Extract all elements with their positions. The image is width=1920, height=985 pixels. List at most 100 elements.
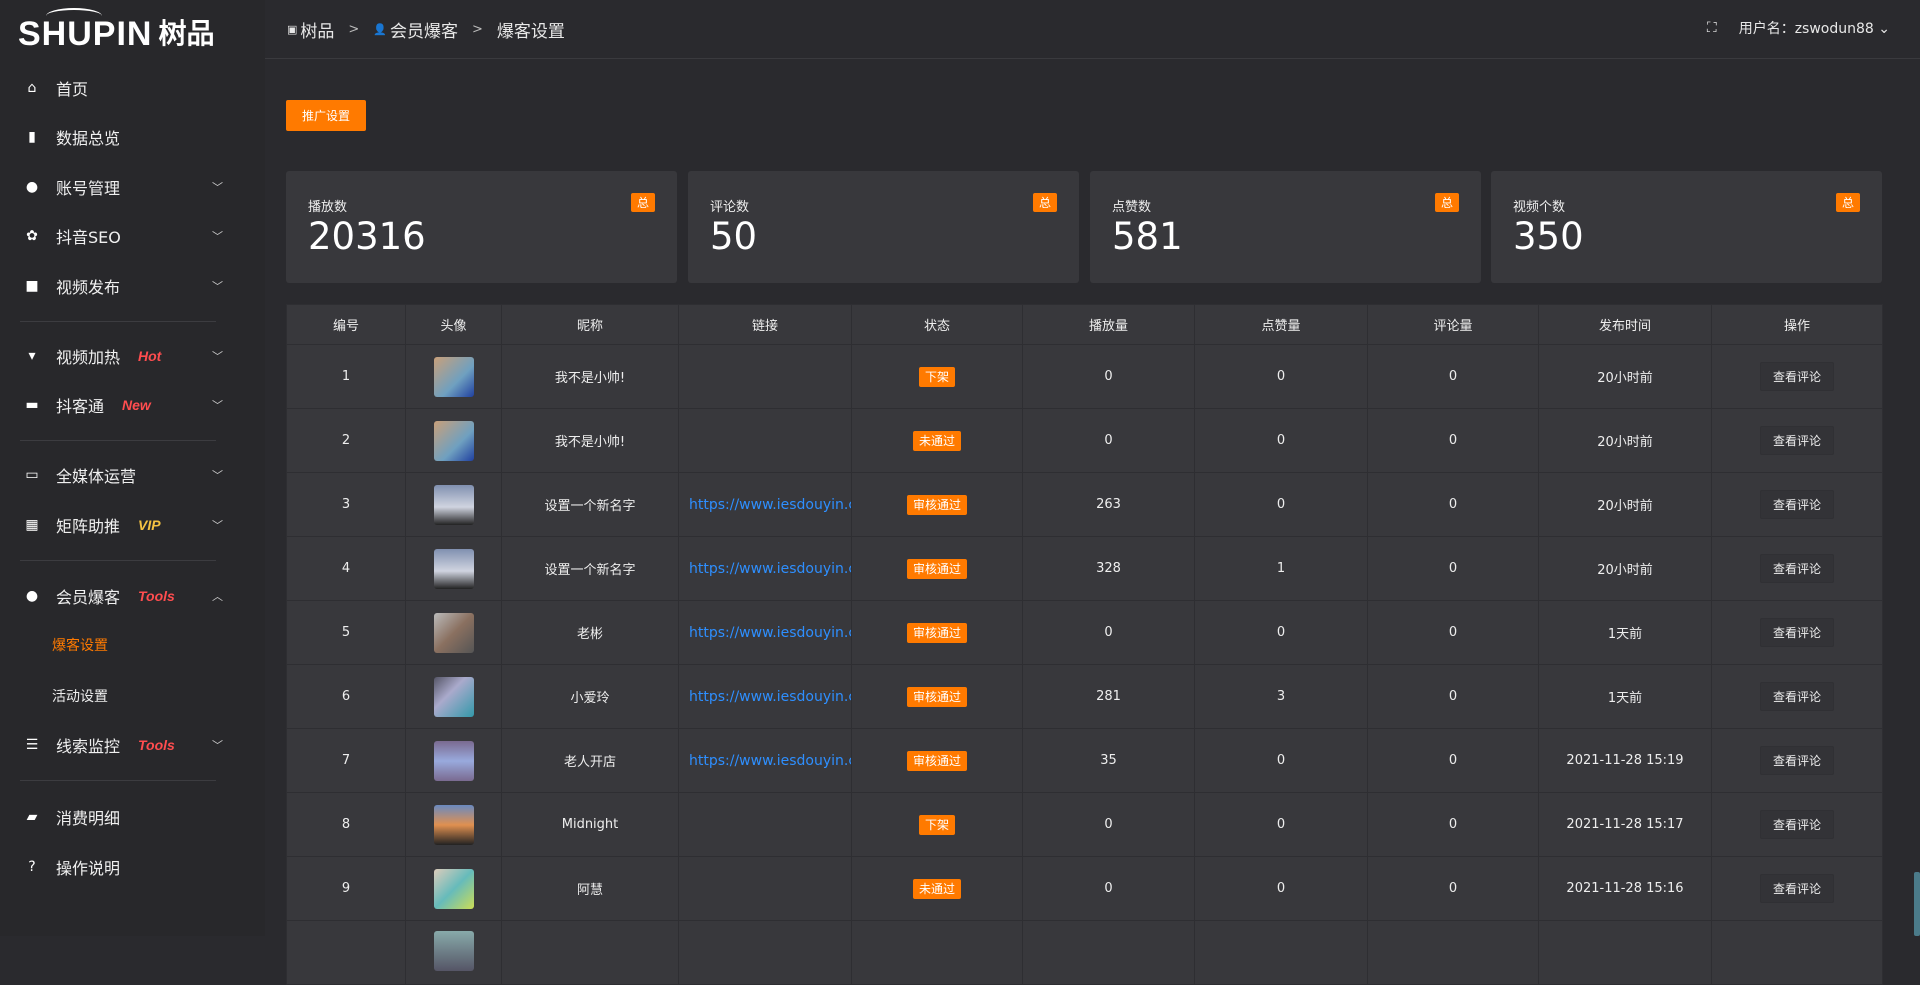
video-link[interactable]: https://www.iesdouyin.c bbox=[689, 496, 851, 513]
status-badge: 下架 bbox=[918, 367, 955, 387]
status-badge: 下架 bbox=[918, 815, 955, 835]
sidebar-item-label: 抖客通 bbox=[56, 397, 105, 416]
divider bbox=[20, 321, 216, 322]
row-id: 5 bbox=[286, 600, 406, 665]
publish-time: 20小时前 bbox=[1538, 536, 1712, 601]
sidebar-item[interactable]: ✿ 抖音SEO ﹀ bbox=[0, 216, 265, 256]
sidebar-item-label: 数据总览 bbox=[56, 129, 121, 148]
sidebar-item[interactable]: ▮ 数据总览 bbox=[0, 117, 265, 157]
stat-label: 视频个数 bbox=[1513, 200, 1566, 215]
sidebar-item-label: 全媒体运营 bbox=[56, 467, 137, 486]
comments: 0 bbox=[1367, 728, 1539, 793]
video-link[interactable]: https://www.iesdouyin.c bbox=[689, 624, 851, 641]
nickname: 设置一个新名字 bbox=[501, 536, 679, 601]
column-header: 编号 bbox=[286, 304, 406, 345]
chevron-down-icon: ﹀ bbox=[212, 739, 223, 752]
total-badge: 总 bbox=[1434, 193, 1459, 212]
table-row: 9 阿慧 未通过 0 0 0 2021-11-28 15:16 查看评论 bbox=[286, 856, 1883, 921]
view-comments-button[interactable]: 查看评论 bbox=[1759, 426, 1834, 455]
sidebar-item[interactable]: ? 操作说明 bbox=[0, 847, 265, 887]
stat-card: 评论数 50 总 bbox=[688, 171, 1079, 283]
breadcrumb-item[interactable]: 会员爆客 bbox=[390, 21, 459, 42]
sidebar: SHUPIN 树品 ⌂ 首页 ▮ 数据总览 ● 账号管理 ﹀ ✿ 抖音SEO ﹀ ■ 视频发布 ﹀ ▾ 视频… bbox=[0, 0, 265, 936]
publish-time: 1天前 bbox=[1538, 664, 1712, 729]
likes: 1 bbox=[1194, 536, 1368, 601]
total-badge: 总 bbox=[630, 193, 655, 212]
avatar bbox=[433, 740, 474, 781]
view-comments-button[interactable]: 查看评论 bbox=[1759, 362, 1834, 391]
column-header: 头像 bbox=[405, 304, 502, 345]
breadcrumb: ▣ 树品 > 👤 会员爆客 > 爆客设置 bbox=[287, 17, 565, 42]
sidebar-subitem[interactable]: 爆客设置 bbox=[52, 638, 108, 654]
view-comments-button[interactable]: 查看评论 bbox=[1759, 746, 1834, 775]
sidebar-item-label: 账号管理 bbox=[56, 179, 121, 198]
image-icon: ▣ bbox=[287, 22, 298, 36]
column-header: 发布时间 bbox=[1538, 304, 1712, 345]
chevron-down-icon: ﹀ bbox=[212, 280, 223, 293]
sidebar-item[interactable]: ● 账号管理 ﹀ bbox=[0, 167, 265, 207]
view-comments-button[interactable]: 查看评论 bbox=[1759, 618, 1834, 647]
status-badge: 审核通过 bbox=[906, 751, 967, 771]
plays: 35 bbox=[1022, 728, 1195, 793]
chevron-down-icon: ﹀ bbox=[212, 519, 223, 532]
view-comments-button[interactable]: 查看评论 bbox=[1759, 874, 1834, 903]
chevron-right-icon: > bbox=[348, 21, 360, 37]
plays: 328 bbox=[1022, 536, 1195, 601]
view-comments-button[interactable]: 查看评论 bbox=[1759, 810, 1834, 839]
camera-icon: ■ bbox=[25, 278, 39, 294]
sidebar-item[interactable]: ■ 视频发布 ﹀ bbox=[0, 266, 265, 306]
table-row: 2 我不是小帅! 未通过 0 0 0 20小时前 查看评论 bbox=[286, 408, 1883, 473]
table-row: 7 老人开店 https://www.iesdouyin.c 审核通过 35 0… bbox=[286, 728, 1883, 793]
video-link[interactable]: https://www.iesdouyin.c bbox=[689, 688, 851, 705]
likes: 0 bbox=[1194, 472, 1368, 537]
sidebar-item-label: 矩阵助推 bbox=[56, 517, 121, 536]
logo[interactable]: SHUPIN 树品 bbox=[18, 8, 214, 52]
column-header: 点赞量 bbox=[1194, 304, 1368, 345]
breadcrumb-item[interactable]: 树品 bbox=[300, 21, 335, 42]
user-menu[interactable]: 用户名：zswodun88 ⌄ bbox=[1739, 18, 1890, 38]
grid-icon: ▦ bbox=[25, 517, 39, 533]
view-comments-button[interactable]: 查看评论 bbox=[1759, 490, 1834, 519]
likes: 3 bbox=[1194, 664, 1368, 729]
view-comments-button[interactable]: 查看评论 bbox=[1759, 682, 1834, 711]
avatar bbox=[433, 931, 474, 971]
publish-time: 20小时前 bbox=[1538, 344, 1712, 409]
sidebar-item[interactable]: ▾ 视频加热 Hot ﹀ bbox=[0, 336, 265, 376]
chevron-right-icon: > bbox=[472, 21, 483, 37]
stat-card: 视频个数 350 总 bbox=[1491, 171, 1882, 283]
row-id: 8 bbox=[286, 792, 406, 857]
fullscreen-icon[interactable]: ⛶ bbox=[1706, 20, 1717, 36]
sidebar-item-label: 操作说明 bbox=[56, 859, 121, 878]
sidebar-item[interactable]: ⌂ 首页 bbox=[0, 68, 265, 108]
sidebar-badge: VIP bbox=[138, 517, 161, 533]
plays: 0 bbox=[1022, 856, 1195, 921]
video-link[interactable]: https://www.iesdouyin.c bbox=[689, 752, 851, 769]
video-link[interactable]: https://www.iesdouyin.c bbox=[689, 560, 851, 577]
sidebar-item[interactable]: ▦ 矩阵助推 VIP ﹀ bbox=[0, 505, 265, 545]
nickname: 我不是小帅! bbox=[501, 408, 679, 473]
chevron-down-icon: ⌄ bbox=[1873, 21, 1890, 37]
sliders-icon: ☰ bbox=[25, 737, 39, 753]
sidebar-item[interactable]: ● 会员爆客 Tools ︿ bbox=[0, 576, 265, 616]
sidebar-item-label: 消费明细 bbox=[56, 809, 121, 828]
sidebar-item[interactable]: ▬ 抖客通 New ﹀ bbox=[0, 385, 265, 425]
promo-settings-button[interactable]: 推广设置 bbox=[286, 100, 366, 131]
view-comments-button[interactable]: 查看评论 bbox=[1759, 554, 1834, 583]
publish-time: 20小时前 bbox=[1538, 472, 1712, 537]
comments: 0 bbox=[1367, 408, 1539, 473]
plays: 0 bbox=[1022, 344, 1195, 409]
sidebar-item[interactable]: ▰ 消费明细 bbox=[0, 797, 265, 837]
plays: 263 bbox=[1022, 472, 1195, 537]
table-row: 6 小爱玲 https://www.iesdouyin.c 审核通过 281 3… bbox=[286, 664, 1883, 729]
user-icon: ● bbox=[25, 588, 39, 604]
divider bbox=[20, 560, 216, 561]
nickname: 老彬 bbox=[501, 600, 679, 665]
sidebar-badge: Tools bbox=[138, 737, 175, 753]
column-header: 评论量 bbox=[1367, 304, 1539, 345]
sidebar-item[interactable]: ▭ 全媒体运营 ﹀ bbox=[0, 455, 265, 495]
scrollbar[interactable] bbox=[1914, 872, 1920, 936]
sidebar-item[interactable]: ☰ 线索监控 Tools ﹀ bbox=[0, 725, 265, 765]
comments: 0 bbox=[1367, 536, 1539, 601]
nickname: 我不是小帅! bbox=[501, 344, 679, 409]
sidebar-subitem[interactable]: 活动设置 bbox=[52, 689, 108, 705]
